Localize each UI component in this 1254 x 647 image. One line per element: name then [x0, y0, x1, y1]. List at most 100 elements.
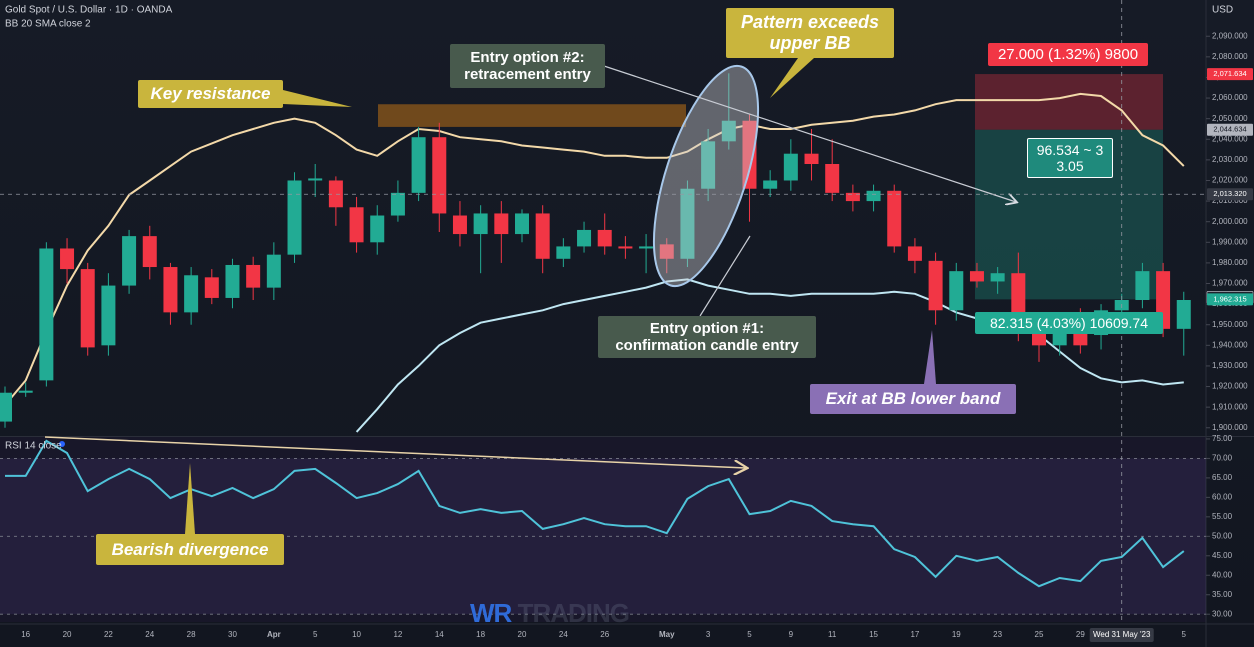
annotation: 27.000 (1.32%) 9800: [988, 43, 1148, 66]
candle-body: [308, 178, 323, 181]
x-tick-label: 25: [1035, 630, 1044, 639]
price-tag: [1207, 68, 1253, 81]
candle-body: [825, 164, 840, 193]
rsi-pane: [0, 437, 1206, 622]
x-tick-label: 23: [993, 630, 1002, 639]
bollinger-band: [4, 92, 1185, 406]
candle-body: [39, 248, 54, 381]
candle-body: [659, 244, 674, 259]
x-tick-label: 3: [706, 630, 711, 639]
x-tick-label: 16: [21, 630, 30, 639]
indicator-label: BB 20 SMA close 2: [5, 19, 91, 30]
currency[interactable]: USD: [1212, 5, 1233, 16]
x-tick-label: 18: [476, 630, 485, 639]
candle-body: [990, 273, 1005, 282]
x-tick-label: Wed 31 May '23: [1093, 630, 1151, 639]
y-tick-label: 50.00: [1212, 531, 1233, 540]
candle-body: [1176, 300, 1191, 329]
candle-body: [969, 271, 984, 282]
candle-body: [101, 285, 116, 346]
entry2-arrow: [603, 65, 1016, 202]
candle-body: [701, 141, 716, 189]
price-pane: [0, 73, 1191, 433]
candle-body: [887, 190, 902, 247]
divergence-line: [44, 436, 746, 468]
candle-body: [246, 264, 261, 288]
candle-body: [556, 246, 571, 259]
candle-body: [763, 180, 778, 189]
y-tick-label: 2,090.000: [1212, 31, 1248, 40]
y-tick-label: 40.00: [1212, 570, 1233, 579]
annotation-line: 27.000 (1.32%) 9800: [997, 45, 1139, 63]
rsi-pane-marks: [5, 439, 1185, 588]
crosshair-date-box: [1089, 628, 1154, 642]
candle-body: [287, 180, 302, 255]
x-tick-label: 5: [313, 630, 318, 639]
annotation-line: Exit at BB lower band: [825, 389, 1001, 409]
callout-tail: [770, 58, 814, 98]
annotation: Bearish divergence: [96, 534, 284, 565]
candle-body: [618, 246, 633, 249]
candle-body: [411, 137, 426, 193]
candle-body: [639, 246, 654, 249]
annotation: Entry option #1: confirmation candle entr…: [598, 316, 816, 358]
x-tick-label: 15: [869, 630, 878, 639]
candle-body: [184, 275, 199, 313]
candle-body: [390, 192, 405, 216]
y-tick-label: 70.00: [1212, 454, 1233, 463]
x-tick-label: 20: [518, 630, 527, 639]
y-tick-label: 2,050.000: [1212, 114, 1248, 123]
entry1-pointer: [699, 235, 751, 317]
y-tick-label: 1,950.000: [1212, 320, 1248, 329]
y-tick-label: 2,000.000: [1212, 217, 1248, 226]
annotation-line: 82.315 (4.03%) 10609.74: [989, 314, 1148, 331]
annotation: Entry option #2: retracement entry: [450, 44, 605, 88]
x-tick-label: 24: [559, 630, 568, 639]
y-tick-label: 1,920.000: [1212, 382, 1248, 391]
candle-body: [783, 153, 798, 181]
candle-body: [142, 236, 157, 268]
price-tag: [1207, 123, 1253, 136]
annotation-line: Pattern exceeds: [740, 12, 880, 33]
candle-body: [577, 229, 592, 247]
annotation-line: 96.534 ~ 3: [1036, 141, 1104, 158]
candle-body: [515, 213, 529, 235]
y-tick-label: 65.00: [1212, 473, 1233, 482]
y-tick-label: 1,910.000: [1212, 402, 1248, 411]
candle-body: [845, 192, 860, 202]
crosshair-dot: [59, 441, 65, 447]
annotation-line: Entry option #2:: [470, 48, 585, 66]
candle-body: [928, 260, 943, 311]
price-tag-label: 2,013.320: [1213, 189, 1246, 198]
x-tick-label: 29: [1076, 630, 1085, 639]
watermark: WR TRADING: [470, 598, 630, 629]
candle-body: [721, 120, 736, 142]
y-tick-label: 30.00: [1212, 609, 1233, 618]
x-tick-label: 10: [352, 630, 361, 639]
annotation-line: upper BB: [769, 33, 851, 53]
price-tag-label: 2,071.634: [1213, 69, 1246, 78]
candle-body: [122, 236, 137, 286]
x-tick-label: 17: [910, 630, 919, 639]
price-tag-label: 2,044.634: [1213, 125, 1246, 134]
x-tick-label: 26: [600, 630, 609, 639]
callout-tail: [924, 330, 936, 384]
watermark-logo: WR: [470, 598, 512, 628]
y-tick-label: 1,990.000: [1212, 237, 1248, 246]
x-tick-label: 20: [63, 630, 72, 639]
y-tick-label: 2,010.000: [1212, 196, 1248, 205]
callout-tail: [185, 463, 195, 534]
x-tick-label: 9: [789, 630, 794, 639]
annotation-line: Key resistance: [150, 84, 271, 104]
candle-body: [473, 213, 488, 235]
x-tick-label: 22: [104, 630, 113, 639]
resistance-zone: [378, 104, 686, 127]
candle-body: [742, 120, 757, 189]
candle-body: [225, 264, 240, 298]
stop-zone: [975, 74, 1163, 130]
candle-body: [535, 213, 550, 259]
candle-body: [60, 248, 75, 270]
y-tick-label: 60.00: [1212, 492, 1233, 501]
y-tick-label: 2,040.000: [1212, 134, 1248, 143]
